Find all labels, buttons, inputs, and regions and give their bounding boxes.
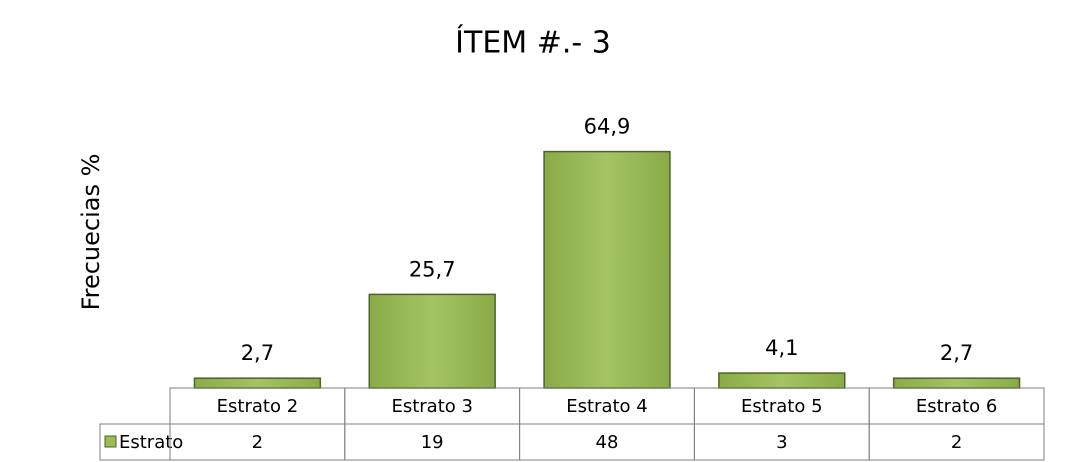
legend-swatch: [104, 435, 117, 448]
bar: [193, 377, 322, 389]
data-label: 2,7: [241, 341, 274, 365]
data-label: 2,7: [940, 341, 973, 365]
bar: [368, 293, 496, 389]
x-tick-label: Estrato 6: [916, 396, 997, 417]
x-tick-label: Estrato 4: [566, 396, 647, 417]
bar: [543, 150, 671, 389]
bar: [892, 377, 1021, 389]
bar: [718, 372, 846, 389]
legend-label: Estrato: [119, 432, 183, 453]
x-tick-label: Estrato 2: [217, 396, 298, 417]
table-value: 2: [951, 432, 962, 453]
x-tick-label: Estrato 5: [741, 396, 822, 417]
data-label: 64,9: [584, 115, 631, 139]
table-cell: [868, 423, 1045, 461]
x-tick-label: Estrato 3: [391, 396, 472, 417]
y-axis-label: Frecuecias %: [77, 154, 105, 311]
data-label: 25,7: [409, 257, 456, 281]
table-value: 48: [596, 432, 619, 453]
table-value: 19: [421, 432, 444, 453]
chart-title: ÍTEM #.- 3: [455, 25, 611, 61]
table-value: 3: [776, 432, 787, 453]
table-value: 2: [252, 432, 263, 453]
data-label: 4,1: [765, 336, 798, 360]
